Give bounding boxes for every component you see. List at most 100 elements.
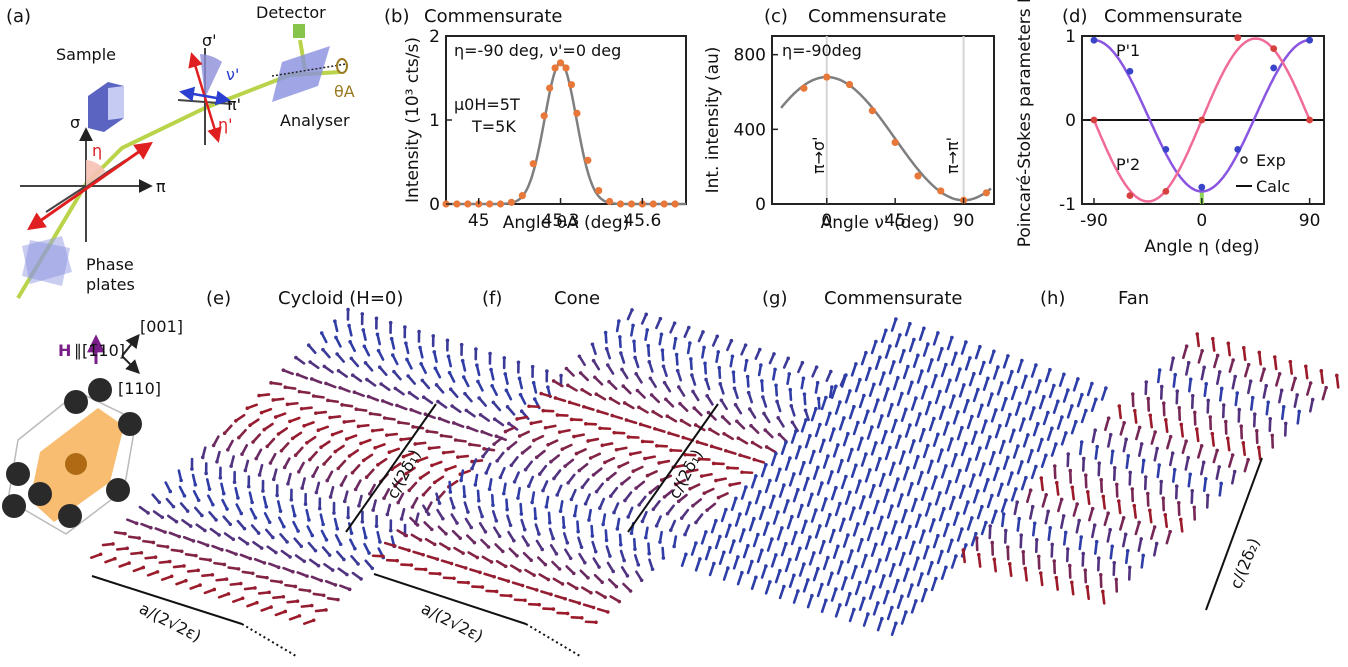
spin-arrow-head <box>1246 362 1251 367</box>
spin-arrow-head <box>1283 421 1288 426</box>
spin-arrow-head <box>930 459 934 464</box>
spin-arrow-head <box>292 513 297 518</box>
spin-arrow-head <box>1005 545 1010 550</box>
panel-a-letter: (a) <box>6 6 31 27</box>
spin-arrow <box>948 496 956 511</box>
spin-arrow-head <box>313 548 318 553</box>
spin-arrow-head <box>579 545 584 550</box>
spin-arrow-head <box>944 565 948 570</box>
spin-arrow-head <box>530 500 534 505</box>
spin-arrow-head <box>617 599 622 604</box>
spin-arrow-head <box>742 528 746 532</box>
spin-arrow-head <box>802 562 806 566</box>
spin-arrow <box>762 522 770 536</box>
spin-arrow-head <box>800 360 805 365</box>
spin-arrow <box>1010 487 1018 502</box>
spin-arrow-head <box>441 450 446 455</box>
spin-arrow-head <box>309 603 314 608</box>
spin-arrow <box>1288 360 1294 375</box>
spin-arrow-head <box>866 510 870 515</box>
spin-arrow-head <box>339 483 344 487</box>
spin-arrow-head <box>1241 346 1246 350</box>
spin-arrow-head <box>113 556 117 561</box>
spin-arrow-head <box>590 534 595 538</box>
spin-arrow <box>1241 441 1247 457</box>
spin-arrow-head <box>868 366 872 371</box>
spin-arrow-head <box>780 526 784 530</box>
spin-arrow-head <box>728 523 732 528</box>
panel-b-data-point <box>671 200 679 208</box>
spin-arrow-head <box>546 442 550 447</box>
spin-arrow <box>968 473 976 488</box>
spin-arrow-head <box>654 523 659 528</box>
spin-arrow-head <box>338 542 343 547</box>
spin-arrow-head <box>245 541 250 546</box>
spin-arrow <box>942 523 950 538</box>
spin-arrow <box>1335 374 1340 389</box>
spin-arrow <box>952 512 960 526</box>
spin-arrow-head <box>612 430 617 435</box>
spin-arrow-head <box>675 368 680 373</box>
spin-arrow-head <box>950 538 954 543</box>
spin-arrow-head <box>1024 475 1028 480</box>
spin-arrow-head <box>336 369 341 373</box>
spin-arrow-head <box>448 387 453 392</box>
spin-arrow <box>1218 387 1224 402</box>
spin-arrow-head <box>456 455 460 459</box>
spin-arrow-head <box>786 356 791 361</box>
panel-b-annotation-field: μ0H=5T <box>454 95 520 114</box>
spin-arrow <box>876 617 884 632</box>
spin-arrow-head <box>399 517 404 521</box>
spin-arrow-head <box>447 370 452 375</box>
spin-arrow-head <box>647 551 651 556</box>
spin-arrow <box>1103 511 1110 527</box>
spin-arrow <box>894 536 902 551</box>
spin-arrow <box>1072 502 1079 517</box>
theta-a-label: θA <box>334 82 355 101</box>
spin-arrow-head <box>615 527 620 531</box>
spin-arrow-head <box>347 323 351 328</box>
spin-arrow-head <box>804 519 808 524</box>
spin-arrow <box>764 479 772 494</box>
spin-arrow-head <box>766 521 770 526</box>
spin-arrow-head <box>324 538 329 542</box>
spin-arrow <box>1179 423 1185 438</box>
spin-arrow-head <box>1161 496 1166 501</box>
spin-arrow <box>872 601 880 616</box>
spin-arrow-head <box>567 400 572 405</box>
spin-arrow-head <box>1188 472 1193 477</box>
spin-arrow-head <box>273 415 278 419</box>
spin-arrow <box>1163 513 1169 529</box>
spin-arrow-head <box>650 567 655 572</box>
spin-arrow-head <box>557 567 562 571</box>
spin-arrow-head <box>111 542 115 546</box>
spin-arrow-head <box>407 488 412 493</box>
spin-arrow-head <box>662 495 667 499</box>
spin-arrow-head <box>924 385 928 389</box>
spin-arrow-head <box>418 538 423 542</box>
spin-arrow-head <box>571 571 576 576</box>
spin-arrow-head <box>667 431 671 435</box>
spin-arrow-head <box>886 488 890 493</box>
spin-arrow-head <box>814 406 818 411</box>
spin-arrow-head <box>643 456 647 461</box>
spin-arrow <box>1164 418 1169 434</box>
spin-arrow <box>822 556 830 571</box>
spin-arrow-head <box>672 321 677 325</box>
spin-arrow <box>922 342 930 357</box>
spin-arrow-head <box>974 430 978 435</box>
spin-arrow-head <box>1171 356 1175 360</box>
spin-arrow-head <box>619 351 623 355</box>
spin-arrow-head <box>1122 421 1126 425</box>
spin-arrow <box>1024 390 1032 405</box>
panel-f-a-bar <box>373 573 527 625</box>
spin-arrow <box>1008 562 1013 578</box>
spin-arrow-head <box>322 364 327 369</box>
spin-arrow-head <box>503 429 508 434</box>
spin-arrow-head <box>978 344 982 349</box>
spin-arrow-head <box>754 474 758 478</box>
spin-arrow-head <box>281 368 286 372</box>
spin-arrow-head <box>491 503 495 507</box>
spin-arrow <box>892 579 900 594</box>
spin-arrow-head <box>1266 400 1271 405</box>
